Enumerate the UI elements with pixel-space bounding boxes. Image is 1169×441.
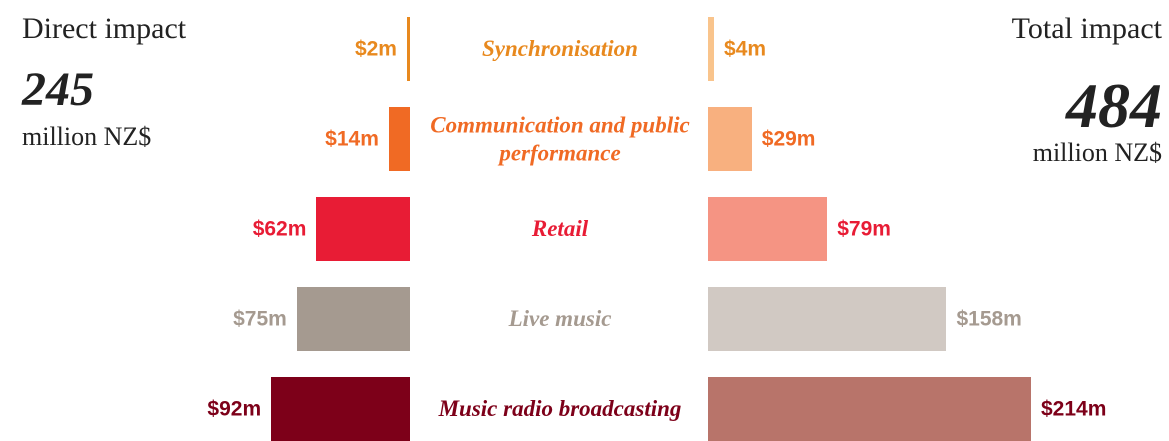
bar: [271, 377, 410, 441]
value-label: $92m: [207, 397, 262, 421]
value-label: $2m: [354, 37, 397, 61]
value-label: $62m: [252, 217, 307, 241]
series-total: 245: [22, 63, 94, 116]
series-unit: million NZ$: [22, 122, 152, 151]
series-unit: million NZ$: [1032, 138, 1162, 167]
bar: [708, 287, 947, 351]
bar: [708, 197, 828, 261]
value-label: $14m: [325, 127, 379, 151]
category-label: Communication and public performance: [430, 112, 690, 165]
value-label: $29m: [761, 127, 816, 151]
value-label: $79m: [837, 217, 891, 241]
series-title: Total impact: [1011, 12, 1162, 45]
value-label: $4m: [724, 37, 767, 61]
category-label: Synchronisation: [482, 36, 638, 62]
bar: [406, 17, 410, 81]
bar: [296, 287, 410, 351]
bar: [708, 17, 715, 81]
value-label: $75m: [233, 307, 287, 331]
series-total: 484: [1066, 70, 1162, 141]
series-title: Direct impact: [22, 12, 187, 45]
bar: [708, 107, 752, 171]
category-label: Retail: [531, 216, 589, 242]
bar: [388, 107, 410, 171]
bar: [708, 377, 1031, 441]
value-label: $158m: [956, 307, 1022, 331]
bar: [316, 197, 410, 261]
category-label: Live music: [508, 306, 612, 332]
category-label: Music radio broadcasting: [438, 396, 682, 422]
value-label: $214m: [1041, 397, 1107, 421]
